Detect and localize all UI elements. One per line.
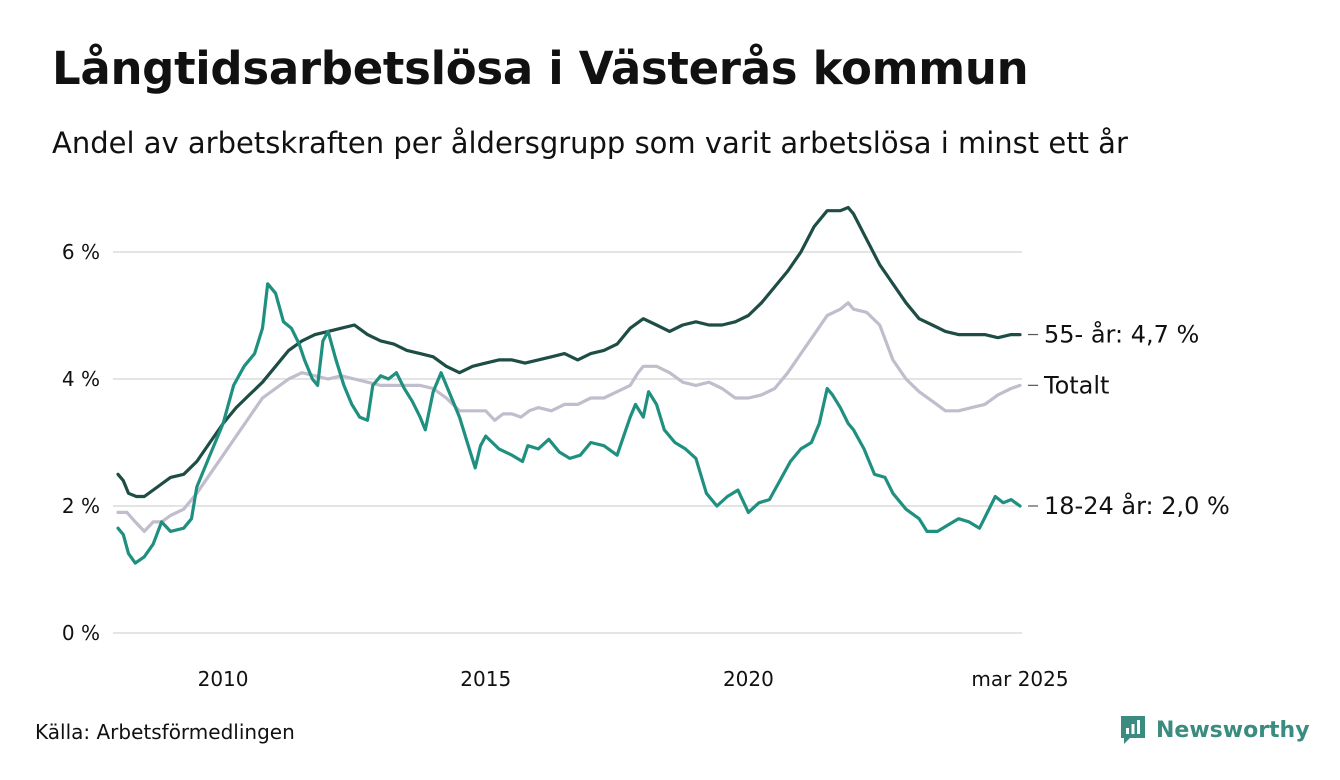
line-chart: 0 % 2 % 4 % 6 % 2010 2015 2020 mar 2025 Totalt… bbox=[62, 205, 1230, 691]
gridlines bbox=[113, 251, 1022, 634]
series-line-1 bbox=[116, 301, 1022, 533]
series-line-3 bbox=[116, 282, 1022, 565]
chart-title: Långtidsarbetslösa i Västerås kommun bbox=[52, 42, 1029, 95]
chart-subtitle: Andel av arbetskraften per åldersgrupp s… bbox=[52, 126, 1128, 160]
series-lines bbox=[116, 205, 1022, 565]
y-tick-label: 4 % bbox=[62, 367, 100, 391]
newsworthy-logo-icon bbox=[1121, 716, 1145, 744]
series-end-labels: Totalt 55- år: 4,7 % 18-24 år: 2,0 % bbox=[1028, 320, 1230, 520]
y-axis-ticks: 0 % 2 % 4 % 6 % bbox=[62, 240, 100, 645]
brand-logo: Newsworthy bbox=[1118, 714, 1310, 746]
series-end-label: 55- år: 4,7 % bbox=[1044, 320, 1199, 349]
x-tick-label: 2020 bbox=[723, 667, 774, 691]
x-tick-label: mar 2025 bbox=[971, 667, 1068, 691]
x-tick-label: 2015 bbox=[460, 667, 511, 691]
y-tick-label: 6 % bbox=[62, 240, 100, 264]
series-end-label: 18-24 år: 2,0 % bbox=[1044, 491, 1230, 520]
y-tick-label: 2 % bbox=[62, 494, 100, 518]
x-axis-ticks: 2010 2015 2020 mar 2025 bbox=[198, 667, 1069, 691]
brand-name: Newsworthy bbox=[1156, 717, 1310, 743]
y-tick-label: 0 % bbox=[62, 621, 100, 645]
series-line-2 bbox=[116, 205, 1022, 499]
series-end-label: Totalt bbox=[1043, 371, 1109, 399]
source-note: Källa: Arbetsförmedlingen bbox=[35, 720, 295, 744]
x-tick-label: 2010 bbox=[198, 667, 249, 691]
